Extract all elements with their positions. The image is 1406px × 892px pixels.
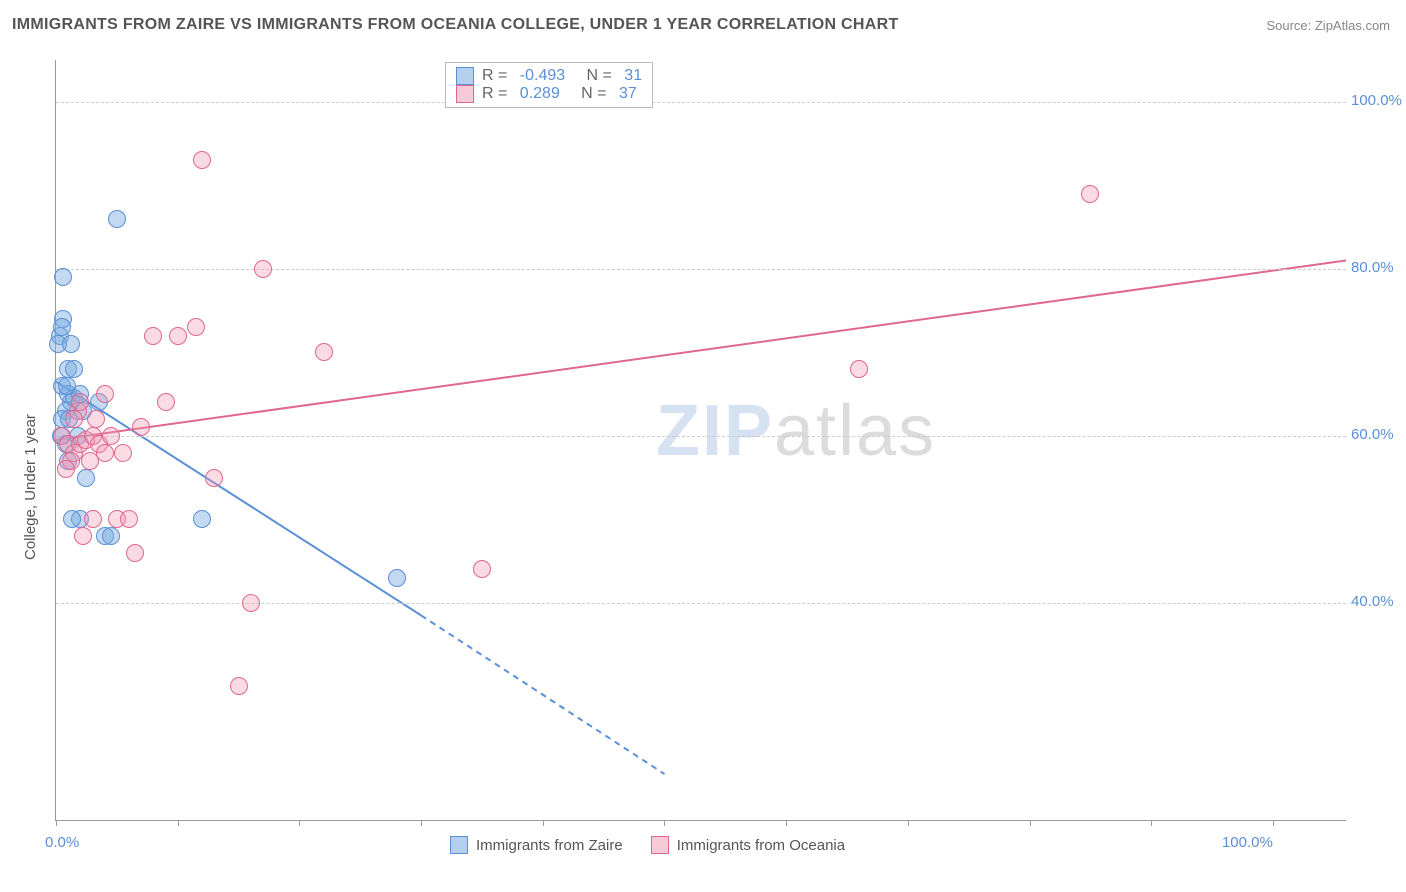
legend-n-value: 37 [619,85,637,103]
data-point [187,318,205,336]
legend-stat-row: R = -0.493 N = 31 [456,67,642,85]
legend-r-value: -0.493 [520,67,565,85]
data-point [84,510,102,528]
data-point [132,418,150,436]
x-tick [56,820,57,826]
data-point [169,327,187,345]
legend-r-value: 0.289 [520,85,560,103]
data-point [193,510,211,528]
legend-n-value: 31 [624,67,642,85]
legend-item: Immigrants from Oceania [651,836,845,854]
x-tick [543,820,544,826]
watermark: ZIPatlas [656,390,936,472]
data-point [77,469,95,487]
data-point [157,393,175,411]
y-tick-label: 100.0% [1351,92,1402,109]
data-point [120,510,138,528]
x-tick [1030,820,1031,826]
data-point [230,677,248,695]
chart-title: IMMIGRANTS FROM ZAIRE VS IMMIGRANTS FROM… [12,16,899,34]
data-point [850,360,868,378]
data-point [57,460,75,478]
data-point [254,260,272,278]
legend-swatch [456,85,474,103]
legend-swatch [651,836,669,854]
data-point [87,410,105,428]
data-point [81,452,99,470]
plot-area: ZIPatlas [55,60,1346,821]
data-point [108,210,126,228]
data-point [58,377,76,395]
data-point [114,444,132,462]
data-point [63,510,81,528]
watermark-thin: atlas [774,391,936,471]
data-point [315,343,333,361]
x-tick-label: 0.0% [45,834,79,851]
legend-n-label: N = [568,85,611,103]
y-tick-label: 80.0% [1351,259,1394,276]
data-point [473,560,491,578]
data-point [65,410,83,428]
legend-r-label: R = [482,67,512,85]
x-tick [786,820,787,826]
data-point [102,427,120,445]
data-point [96,385,114,403]
gridline [56,269,1346,270]
data-point [205,469,223,487]
legend-series-name: Immigrants from Zaire [476,837,623,854]
data-point [144,327,162,345]
data-point [74,527,92,545]
data-point [53,318,71,336]
legend-swatch [456,67,474,85]
y-axis-label: College, Under 1 year [22,414,39,560]
x-tick [908,820,909,826]
series-legend: Immigrants from Zaire Immigrants from Oce… [450,836,845,854]
x-tick [299,820,300,826]
x-tick-label: 100.0% [1222,834,1273,851]
data-point [62,335,80,353]
data-point [102,527,120,545]
watermark-bold: ZIP [656,391,774,471]
x-tick [664,820,665,826]
legend-series-name: Immigrants from Oceania [677,837,845,854]
data-point [388,569,406,587]
x-tick [178,820,179,826]
gridline [56,102,1346,103]
data-point [126,544,144,562]
data-point [65,360,83,378]
y-tick-label: 60.0% [1351,426,1394,443]
data-point [193,151,211,169]
legend-n-label: N = [573,67,616,85]
legend-swatch [450,836,468,854]
legend-stat-row: R = 0.289 N = 37 [456,85,642,103]
data-point [71,393,89,411]
data-point [242,594,260,612]
gridline [56,436,1346,437]
legend-r-label: R = [482,85,512,103]
x-tick [421,820,422,826]
y-tick-label: 40.0% [1351,593,1394,610]
correlation-legend: R = -0.493 N = 31R = 0.289 N = 37 [445,62,653,108]
data-point [1081,185,1099,203]
x-tick [1273,820,1274,826]
x-tick [1151,820,1152,826]
data-point [54,268,72,286]
legend-item: Immigrants from Zaire [450,836,623,854]
source-label: Source: ZipAtlas.com [1266,18,1390,33]
